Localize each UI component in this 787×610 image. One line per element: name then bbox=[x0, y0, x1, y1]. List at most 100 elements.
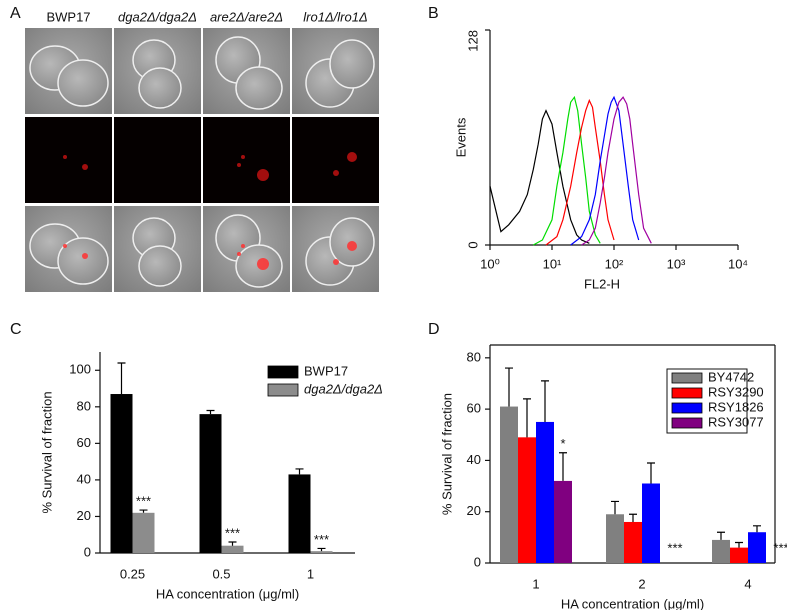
x-tick-label: 10⁴ bbox=[728, 256, 748, 271]
x-tick-label: 0.5 bbox=[212, 566, 230, 581]
lipid-droplet bbox=[82, 164, 88, 170]
y-tick-label: 20 bbox=[77, 508, 91, 523]
lipid-droplet bbox=[237, 163, 241, 167]
x-tick-label: 2 bbox=[638, 576, 645, 591]
lipid-droplet bbox=[241, 244, 245, 248]
bar bbox=[310, 551, 333, 553]
micrograph-grid: BWP17 dga2Δ/dga2Δ are2Δ/are2Δ lro1Δ/lro1Δ bbox=[25, 9, 379, 292]
x-axis-label: HA concentration (μg/ml) bbox=[561, 596, 704, 610]
y-tick-label: 60 bbox=[467, 401, 481, 416]
legend-swatch bbox=[267, 365, 299, 379]
significance-marker: *** bbox=[773, 540, 787, 555]
legend-swatch bbox=[671, 402, 703, 414]
cell bbox=[138, 245, 182, 287]
bar bbox=[288, 474, 311, 553]
x-tick-label: 10² bbox=[605, 256, 624, 271]
legend-swatch bbox=[267, 383, 299, 397]
x-tick-label: 10⁰ bbox=[480, 256, 500, 271]
y-tick-label: 40 bbox=[467, 452, 481, 467]
fluorescence-image bbox=[292, 117, 379, 203]
x-tick-label: 1 bbox=[307, 566, 314, 581]
cell bbox=[57, 237, 109, 285]
bar bbox=[554, 480, 572, 563]
error-bar bbox=[117, 362, 126, 395]
x-axis-label: FL2-H bbox=[584, 276, 620, 291]
significance-marker: *** bbox=[225, 525, 240, 540]
histogram-line bbox=[581, 96, 652, 246]
y-tick-label: 128 bbox=[465, 30, 480, 52]
y-tick-label: 100 bbox=[69, 362, 91, 377]
legend-swatch bbox=[671, 417, 703, 429]
bar bbox=[712, 539, 730, 563]
bar bbox=[642, 483, 660, 563]
significance-marker: *** bbox=[136, 493, 151, 508]
error-bar bbox=[228, 541, 237, 546]
bar bbox=[199, 414, 222, 553]
lipid-droplet bbox=[333, 170, 339, 176]
bar bbox=[518, 437, 536, 563]
legend-label: BY4742 bbox=[708, 369, 754, 384]
significance-marker: * bbox=[560, 436, 565, 451]
y-axis-label: % Survival of fraction bbox=[39, 391, 54, 513]
fluorescence-image bbox=[203, 117, 290, 203]
y-axis-label: % Survival of fraction bbox=[439, 393, 454, 515]
error-bar bbox=[753, 525, 761, 533]
legend-label: RSY3290 bbox=[708, 384, 764, 399]
histogram-line bbox=[533, 95, 601, 246]
lipid-droplet bbox=[257, 258, 269, 270]
legend-box bbox=[666, 368, 748, 434]
error-bar bbox=[139, 509, 148, 513]
error-bar bbox=[717, 531, 725, 540]
bar bbox=[536, 421, 554, 563]
error-bar bbox=[559, 452, 567, 481]
x-axis-label: HA concentration (μg/ml) bbox=[156, 586, 299, 601]
column-label: are2Δ/are2Δ bbox=[210, 9, 283, 24]
panel-label: B bbox=[428, 5, 439, 22]
error-bar bbox=[541, 380, 549, 422]
bar bbox=[730, 547, 748, 563]
cell bbox=[329, 39, 375, 89]
bar bbox=[221, 545, 244, 553]
panel-label: D bbox=[428, 321, 440, 338]
y-tick-label: 20 bbox=[467, 503, 481, 518]
column-label: dga2Δ/dga2Δ bbox=[118, 9, 197, 24]
legend-label: RSY3077 bbox=[708, 414, 764, 429]
y-tick-label: 0 bbox=[84, 544, 91, 559]
fluorescence-image bbox=[25, 117, 112, 203]
error-bar bbox=[505, 367, 513, 407]
panel-label: C bbox=[10, 321, 22, 338]
lipid-droplet bbox=[237, 252, 241, 256]
significance-marker: *** bbox=[314, 532, 329, 547]
x-tick-label: 10¹ bbox=[543, 256, 562, 271]
y-tick-label: 80 bbox=[77, 398, 91, 413]
legend-swatch bbox=[671, 387, 703, 399]
lipid-droplet bbox=[82, 253, 88, 259]
cell bbox=[57, 59, 109, 107]
lipid-droplet bbox=[347, 152, 357, 162]
bar bbox=[110, 394, 133, 553]
y-tick-label: 60 bbox=[77, 435, 91, 450]
bar bbox=[132, 512, 155, 553]
lipid-droplet bbox=[63, 244, 67, 248]
histogram-line bbox=[570, 95, 640, 246]
bar bbox=[606, 514, 624, 563]
legend-label: dga2Δ/dga2Δ bbox=[304, 381, 383, 396]
cell bbox=[138, 67, 182, 109]
error-bar bbox=[611, 500, 619, 515]
legend-label: RSY1826 bbox=[708, 399, 764, 414]
bar bbox=[624, 521, 642, 563]
lipid-droplet bbox=[257, 169, 269, 181]
x-tick-label: 0.25 bbox=[120, 566, 145, 581]
y-tick-label: 0 bbox=[474, 554, 481, 569]
lipid-droplet bbox=[333, 259, 339, 265]
lipid-droplet bbox=[241, 155, 245, 159]
bar bbox=[500, 406, 518, 563]
legend-swatch bbox=[671, 372, 703, 384]
x-tick-label: 4 bbox=[744, 576, 751, 591]
column-label: BWP17 bbox=[46, 9, 90, 24]
error-bar bbox=[295, 468, 304, 475]
error-bar bbox=[523, 398, 531, 438]
lipid-droplet bbox=[63, 155, 67, 159]
y-tick-label: 40 bbox=[77, 471, 91, 486]
